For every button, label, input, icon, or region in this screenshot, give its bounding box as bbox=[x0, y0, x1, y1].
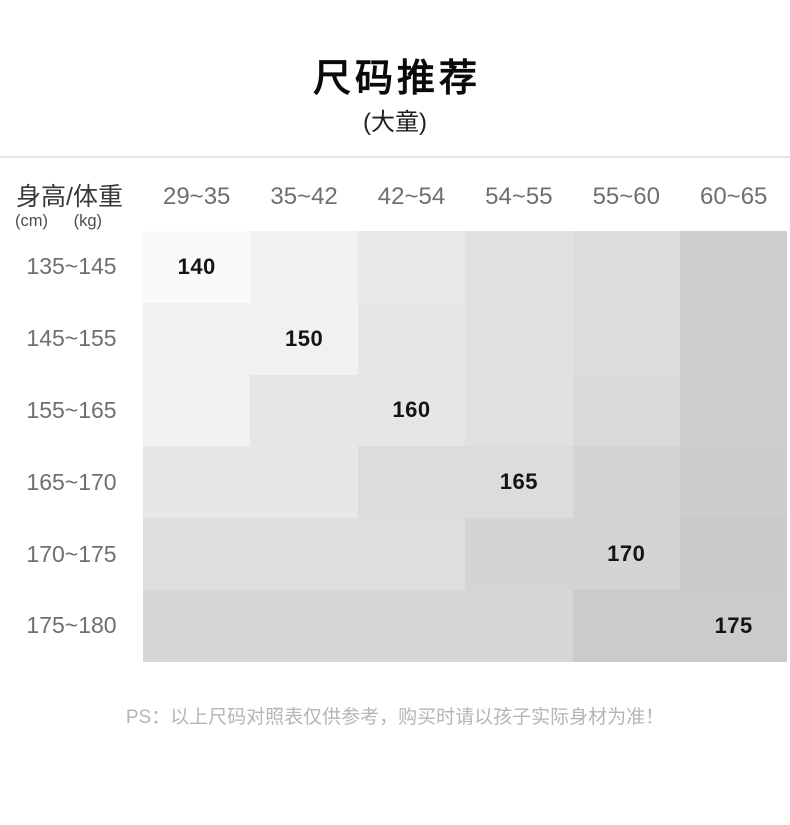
column-header: 42~54 bbox=[377, 183, 446, 210]
height-row-labels: 135~145 145~155 155~165 165~170 170~175 175~1… bbox=[0, 231, 143, 662]
corner-header-units: (cm) (kg) bbox=[15, 211, 102, 231]
size-cell bbox=[143, 302, 251, 375]
size-cell: 160 bbox=[357, 374, 466, 447]
size-value: 150 bbox=[284, 325, 324, 351]
size-value: 175 bbox=[714, 612, 753, 638]
unit-cm-label: (cm) bbox=[15, 212, 48, 230]
page-title: 尺码推荐 bbox=[312, 58, 481, 100]
size-cell bbox=[143, 589, 251, 662]
size-cell bbox=[679, 446, 788, 519]
size-cell bbox=[357, 302, 466, 375]
size-cell bbox=[357, 518, 466, 590]
size-grid: 140 150 160 165 170 175 bbox=[143, 231, 788, 662]
column-header: 55~60 bbox=[592, 183, 660, 210]
size-cell bbox=[465, 231, 573, 303]
column-header: 35~42 bbox=[270, 183, 338, 210]
page-subtitle: (大童) bbox=[363, 109, 427, 136]
size-cell bbox=[679, 374, 788, 447]
size-cell bbox=[250, 446, 358, 519]
row-label: 165~170 bbox=[26, 468, 117, 495]
size-cell bbox=[250, 589, 358, 662]
size-cell bbox=[250, 231, 358, 303]
size-cell: 150 bbox=[250, 302, 358, 375]
size-cell bbox=[572, 231, 680, 303]
size-cell bbox=[465, 518, 573, 590]
column-header: 54~55 bbox=[485, 183, 553, 210]
corner-header-label: 身高/体重 bbox=[16, 183, 123, 211]
size-cell bbox=[465, 374, 573, 447]
size-cell bbox=[250, 518, 358, 590]
size-cell bbox=[572, 446, 680, 519]
size-cell: 175 bbox=[679, 589, 788, 662]
size-cell: 165 bbox=[465, 446, 573, 519]
size-cell bbox=[679, 231, 788, 303]
size-cell: 140 bbox=[143, 231, 251, 303]
size-cell bbox=[357, 589, 466, 662]
size-cell bbox=[143, 518, 251, 590]
size-cell bbox=[465, 302, 573, 375]
size-value: 170 bbox=[607, 541, 646, 567]
size-cell bbox=[572, 589, 680, 662]
size-cell bbox=[143, 374, 251, 447]
row-label: 145~155 bbox=[26, 325, 117, 352]
column-header: 29~35 bbox=[162, 183, 231, 210]
row-label: 155~165 bbox=[26, 396, 117, 423]
size-cell bbox=[572, 302, 680, 375]
column-header: 60~65 bbox=[699, 183, 768, 210]
weight-column-headers: 29~35 35~42 42~54 54~55 55~60 60~65 bbox=[143, 182, 788, 212]
size-cell bbox=[679, 302, 788, 375]
unit-kg-label: (kg) bbox=[73, 212, 102, 230]
size-cell bbox=[465, 589, 573, 662]
size-cell bbox=[357, 446, 466, 519]
size-cell bbox=[679, 518, 788, 590]
row-label: 170~175 bbox=[26, 540, 117, 567]
footnote: PS：以上尺码对照表仅供参考，购买时请以孩子实际身材为准！ bbox=[125, 707, 665, 728]
size-value: 140 bbox=[177, 253, 216, 279]
size-cell bbox=[143, 446, 251, 519]
row-label: 135~145 bbox=[26, 253, 117, 280]
row-label: 175~180 bbox=[26, 612, 117, 639]
size-cell bbox=[572, 374, 680, 447]
size-cell: 170 bbox=[572, 518, 680, 590]
size-cell bbox=[357, 231, 466, 303]
size-value: 165 bbox=[499, 469, 538, 495]
size-cell bbox=[250, 374, 358, 447]
size-value: 160 bbox=[392, 397, 431, 423]
header-divider bbox=[0, 156, 790, 158]
